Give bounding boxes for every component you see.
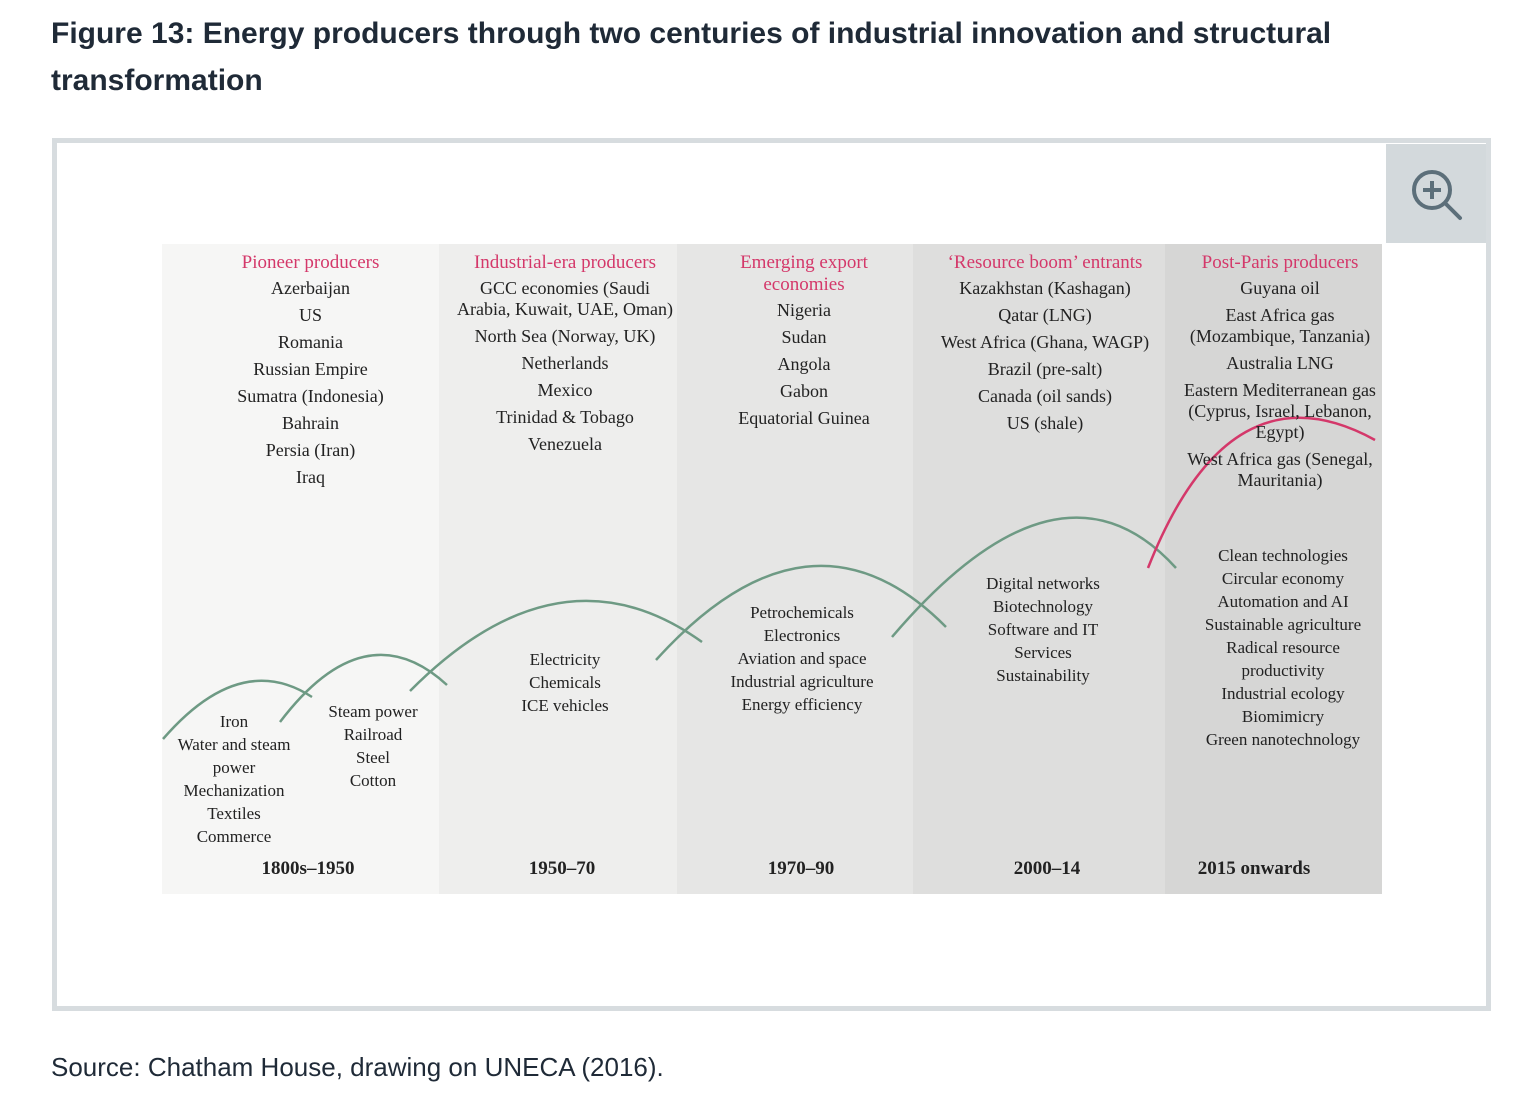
figure-source: Source: Chatham House, drawing on UNECA … xyxy=(51,1052,664,1082)
producer-item: Qatar (LNG) xyxy=(998,305,1092,325)
producer-item: Iraq xyxy=(296,467,325,487)
producer-item: Canada (oil sands) xyxy=(978,386,1112,406)
producer-item: Mexico xyxy=(537,380,593,400)
producer-item: Persia (Iran) xyxy=(265,440,356,460)
period-label: 1970–90 xyxy=(767,858,835,879)
era-band-resource-boom xyxy=(913,244,1165,894)
era-band-pioneer xyxy=(162,244,439,894)
innovation-item: Sustainability xyxy=(996,666,1090,685)
innovation-item: Aviation and space xyxy=(737,649,867,668)
column-heading: ‘Resource boom’ entrants xyxy=(947,252,1143,273)
innovation-list-wave-5: Digital networks Biotechnology Software … xyxy=(968,572,1118,687)
producer-item: West Africa (Ghana, WAGP) xyxy=(940,332,1150,352)
producer-item: West Africa gas (Senegal, Mauritania) xyxy=(1187,449,1373,490)
column-heading: Pioneer producers xyxy=(241,252,380,273)
column-heading: Post-Paris producers xyxy=(1201,252,1359,273)
producer-item: Bahrain xyxy=(282,413,339,433)
innovation-item: Mechanization xyxy=(183,781,285,800)
period-label: 1950–70 xyxy=(528,858,596,879)
innovation-item: Textiles xyxy=(207,804,261,823)
innovation-list-wave-1: Iron Water and steam power Mechanization… xyxy=(164,710,304,848)
innovation-item: Electricity xyxy=(529,650,601,669)
period-label: 1800s–1950 xyxy=(261,858,355,879)
producer-item: Equatorial Guinea xyxy=(738,408,870,428)
producer-column-pioneer: Pioneer producers Azerbaijan US Romania … xyxy=(162,252,459,494)
innovation-item: Iron xyxy=(219,712,249,731)
wave-6-post-paris xyxy=(1146,416,1376,569)
era-band-post-paris xyxy=(1165,244,1382,894)
innovation-list-wave-2: Steam power Railroad Steel Cotton xyxy=(308,700,438,792)
wave-3 xyxy=(409,599,703,692)
innovation-item: Electronics xyxy=(763,626,841,645)
innovation-list-wave-4: Petrochemicals Electronics Aviation and … xyxy=(717,601,887,716)
producer-item: Guyana oil xyxy=(1240,278,1320,298)
producer-item: Azerbaijan xyxy=(271,278,350,298)
producer-item: Angola xyxy=(777,354,831,374)
zoom-button[interactable] xyxy=(1386,144,1486,243)
innovation-item: Digital networks xyxy=(986,574,1100,593)
innovation-item: Clean technologies xyxy=(1218,546,1348,565)
era-band-industrial xyxy=(439,244,677,894)
innovation-item: Industrial ecology xyxy=(1221,684,1345,703)
wave-5 xyxy=(891,516,1177,638)
producer-item: North Sea (Norway, UK) xyxy=(474,326,656,346)
innovation-item: Automation and AI xyxy=(1217,592,1349,611)
column-heading: Emerging export economies xyxy=(740,252,868,295)
innovation-item: Chemicals xyxy=(529,673,601,692)
innovation-item: Biotechnology xyxy=(992,597,1094,616)
producer-column-industrial: Industrial-era producers GCC economies (… xyxy=(455,252,675,461)
producer-item: Romania xyxy=(278,332,343,352)
producer-item: Trinidad & Tobago xyxy=(496,407,634,427)
innovation-item: Petrochemicals xyxy=(750,603,854,622)
producer-item: Eastern Mediterranean gas (Cyprus, Israe… xyxy=(1184,380,1376,442)
producer-item: US xyxy=(298,305,322,325)
producer-item: US (shale) xyxy=(1006,413,1084,433)
innovation-item: Water and steam power xyxy=(177,735,291,777)
innovation-item: Radical resource productivity xyxy=(1226,638,1340,680)
column-heading: Industrial-era producers xyxy=(473,252,656,273)
producer-item: Brazil (pre-salt) xyxy=(987,359,1103,379)
producer-item: Venezuela xyxy=(528,434,602,454)
innovation-item: Energy efficiency xyxy=(741,695,863,714)
producer-column-resource-boom: ‘Resource boom’ entrants Kazakhstan (Kas… xyxy=(925,252,1165,440)
producer-item: Sudan xyxy=(781,327,827,347)
innovation-item: Steam power xyxy=(328,702,418,721)
innovation-item: Biomimicry xyxy=(1241,707,1325,726)
producer-item: Kazakhstan (Kashagan) xyxy=(959,278,1131,298)
figure-title: Figure 13: Energy producers through two … xyxy=(51,17,1332,97)
producer-item: Nigeria xyxy=(777,300,831,320)
producer-column-emerging: Emerging export economies Nigeria Sudan … xyxy=(715,252,893,435)
producer-column-post-paris: Post-Paris producers Guyana oil East Afr… xyxy=(1174,252,1386,497)
producer-item: East Africa gas (Mozambique, Tanzania) xyxy=(1189,305,1371,346)
zoom-in-icon xyxy=(1412,170,1462,220)
wave-2 xyxy=(279,653,448,723)
innovation-list-wave-3: Electricity Chemicals ICE vehicles xyxy=(490,648,640,717)
innovation-item: Steel xyxy=(356,748,390,767)
producer-item: Netherlands xyxy=(521,353,609,373)
innovation-item: Sustainable agriculture xyxy=(1204,615,1362,634)
innovation-item: Commerce xyxy=(196,827,272,846)
innovation-item: Software and IT Services xyxy=(987,620,1099,662)
wave-4 xyxy=(655,564,947,661)
period-label: 2000–14 xyxy=(1013,858,1081,879)
innovation-item: Circular economy xyxy=(1221,569,1345,588)
innovation-item: Cotton xyxy=(349,771,397,790)
producer-item: Gabon xyxy=(780,381,828,401)
wave-1 xyxy=(162,679,313,740)
producer-item: Sumatra (Indonesia) xyxy=(237,386,384,406)
producer-item: Australia LNG xyxy=(1226,353,1334,373)
producer-item: Russian Empire xyxy=(253,359,368,379)
period-label: 2015 onwards xyxy=(1197,858,1311,879)
innovation-item: Railroad xyxy=(343,725,403,744)
producer-item: GCC economies (Saudi Arabia, Kuwait, UAE… xyxy=(457,278,673,319)
innovation-item: Green nanotechnology xyxy=(1205,730,1361,749)
innovation-list-wave-6: Clean technologies Circular economy Auto… xyxy=(1188,544,1378,751)
innovation-item: ICE vehicles xyxy=(521,696,609,715)
innovation-item: Industrial agriculture xyxy=(730,672,874,691)
